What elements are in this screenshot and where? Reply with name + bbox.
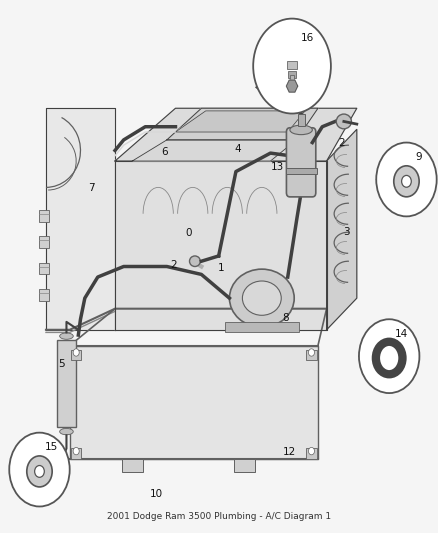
FancyBboxPatch shape <box>286 128 315 197</box>
Ellipse shape <box>60 429 73 435</box>
Text: 14: 14 <box>394 329 407 339</box>
Bar <box>71 350 81 360</box>
Polygon shape <box>166 108 317 140</box>
Bar <box>39 289 49 301</box>
Polygon shape <box>175 111 304 132</box>
Ellipse shape <box>289 125 311 135</box>
Text: 7: 7 <box>88 183 94 193</box>
Bar <box>39 263 49 274</box>
Polygon shape <box>115 108 356 161</box>
Bar <box>297 114 304 126</box>
Polygon shape <box>132 140 296 161</box>
Polygon shape <box>115 161 326 330</box>
Text: 4: 4 <box>234 144 241 155</box>
Circle shape <box>253 19 330 114</box>
Circle shape <box>73 349 79 356</box>
Circle shape <box>35 465 44 478</box>
Bar <box>39 210 49 222</box>
Bar <box>121 459 143 472</box>
Text: 2: 2 <box>170 260 176 270</box>
Ellipse shape <box>60 333 73 340</box>
Text: 3: 3 <box>342 227 349 237</box>
Bar <box>225 322 298 333</box>
Bar <box>286 61 297 69</box>
Polygon shape <box>286 80 297 92</box>
Text: 15: 15 <box>45 442 58 453</box>
FancyBboxPatch shape <box>70 345 317 459</box>
Circle shape <box>393 166 418 197</box>
FancyBboxPatch shape <box>285 168 316 174</box>
Circle shape <box>358 319 418 393</box>
Text: 1: 1 <box>217 263 224 272</box>
Ellipse shape <box>242 281 281 316</box>
Text: 2001 Dodge Ram 3500 Plumbing - A/C Diagram 1: 2001 Dodge Ram 3500 Plumbing - A/C Diagr… <box>106 512 330 521</box>
Text: 0: 0 <box>185 228 191 238</box>
Bar <box>289 75 293 85</box>
Polygon shape <box>46 108 115 330</box>
Text: 9: 9 <box>414 152 421 163</box>
Text: 8: 8 <box>282 313 288 323</box>
Text: 10: 10 <box>149 489 162 499</box>
Bar <box>287 71 295 78</box>
Polygon shape <box>326 130 356 330</box>
Bar <box>306 350 316 360</box>
Text: 2: 2 <box>338 138 344 148</box>
Circle shape <box>401 175 410 187</box>
Circle shape <box>27 456 52 487</box>
Bar <box>39 237 49 248</box>
FancyBboxPatch shape <box>57 341 76 427</box>
Circle shape <box>308 349 314 356</box>
Text: 16: 16 <box>300 33 314 43</box>
Circle shape <box>308 447 314 455</box>
Bar <box>71 448 81 459</box>
Bar <box>233 459 255 472</box>
Ellipse shape <box>189 256 200 266</box>
Circle shape <box>9 433 70 506</box>
Circle shape <box>375 342 402 374</box>
Circle shape <box>375 142 436 216</box>
Bar <box>306 448 316 459</box>
Text: 13: 13 <box>270 163 283 172</box>
Text: 12: 12 <box>283 447 296 457</box>
Ellipse shape <box>229 269 293 327</box>
Circle shape <box>73 447 79 455</box>
Text: 5: 5 <box>58 359 64 369</box>
Ellipse shape <box>336 114 350 129</box>
Text: 6: 6 <box>161 147 168 157</box>
